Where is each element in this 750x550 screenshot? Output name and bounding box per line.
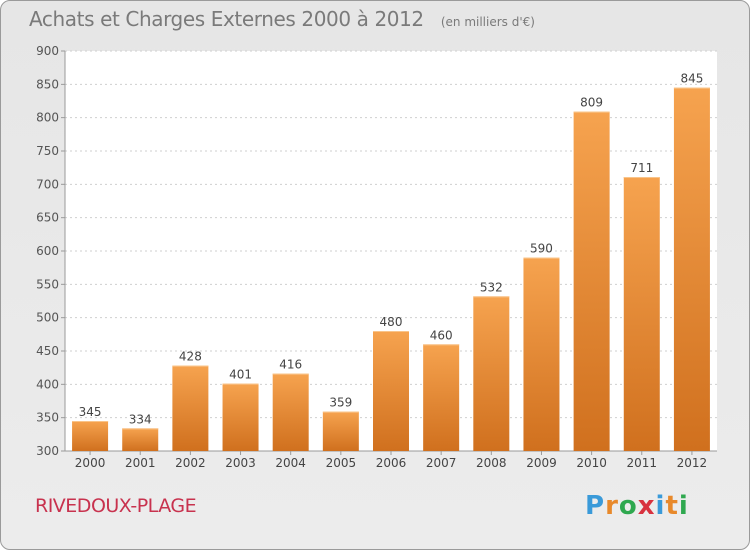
logo-letter: o <box>618 491 638 521</box>
x-tick-label: 2005 <box>326 456 357 470</box>
logo-letter: i <box>678 491 689 521</box>
y-tick-label: 450 <box>36 344 59 358</box>
chart-title: Achats et Charges Externes 2000 à 2012 <box>29 7 424 31</box>
bar-value-label: 711 <box>630 161 653 175</box>
y-tick-label: 900 <box>36 44 59 58</box>
logo-letter: r <box>605 491 619 521</box>
proxiti-logo: Proxiti <box>585 491 689 521</box>
x-tick-label: 2006 <box>376 456 407 470</box>
bar <box>172 365 209 451</box>
chart-subtitle: (en milliers d'€) <box>440 15 535 29</box>
y-tick-label: 600 <box>36 244 59 258</box>
x-tick-label: 2008 <box>476 456 507 470</box>
bar <box>423 344 460 451</box>
logo-letter: P <box>585 491 606 521</box>
bar-value-label: 416 <box>279 358 302 372</box>
x-tick-label: 2010 <box>576 456 607 470</box>
x-tick-label: 2009 <box>526 456 557 470</box>
y-tick-label: 500 <box>36 311 59 325</box>
logo-letter: t <box>665 491 679 521</box>
y-tick-label: 300 <box>36 444 59 458</box>
bar <box>523 257 560 451</box>
bar <box>573 111 610 452</box>
logo-letter: i <box>655 491 666 521</box>
bar-value-label: 428 <box>179 350 202 364</box>
bar-value-label: 345 <box>79 405 102 419</box>
x-tick-label: 2012 <box>677 456 708 470</box>
bar-value-label: 809 <box>580 96 603 110</box>
x-tick-label: 2000 <box>75 456 106 470</box>
bar-value-label: 590 <box>530 242 553 256</box>
x-tick-label: 2001 <box>125 456 156 470</box>
bar-value-label: 401 <box>229 368 252 382</box>
bar <box>222 383 259 451</box>
title-row: Achats et Charges Externes 2000 à 2012 (… <box>29 7 535 35</box>
bar <box>673 87 710 452</box>
y-tick-label: 550 <box>36 277 59 291</box>
bar-value-label: 845 <box>680 72 703 86</box>
bar <box>473 296 510 451</box>
y-tick-label: 800 <box>36 111 59 125</box>
y-tick-label: 400 <box>36 377 59 391</box>
bar-value-label: 532 <box>480 280 503 294</box>
bar <box>373 331 409 451</box>
bar <box>322 411 359 451</box>
bar <box>272 373 309 451</box>
y-tick-label: 350 <box>36 411 59 425</box>
x-tick-label: 2003 <box>225 456 256 470</box>
bar <box>623 177 660 451</box>
bar-value-label: 359 <box>329 396 352 410</box>
x-tick-label: 2002 <box>175 456 206 470</box>
y-tick-label: 700 <box>36 177 59 191</box>
bar <box>72 421 109 451</box>
bar-value-label: 334 <box>129 412 152 426</box>
bar <box>122 428 159 451</box>
y-tick-label: 850 <box>36 77 59 91</box>
x-tick-label: 2007 <box>426 456 457 470</box>
x-tick-label: 2004 <box>275 456 306 470</box>
y-tick-label: 650 <box>36 211 59 225</box>
commune-name: RIVEDOUX-PLAGE <box>35 495 197 517</box>
y-tick-label: 750 <box>36 144 59 158</box>
x-tick-label: 2011 <box>626 456 657 470</box>
bar-value-label: 460 <box>430 328 453 342</box>
bar-value-label: 480 <box>380 315 403 329</box>
logo-letter: x <box>637 491 656 521</box>
